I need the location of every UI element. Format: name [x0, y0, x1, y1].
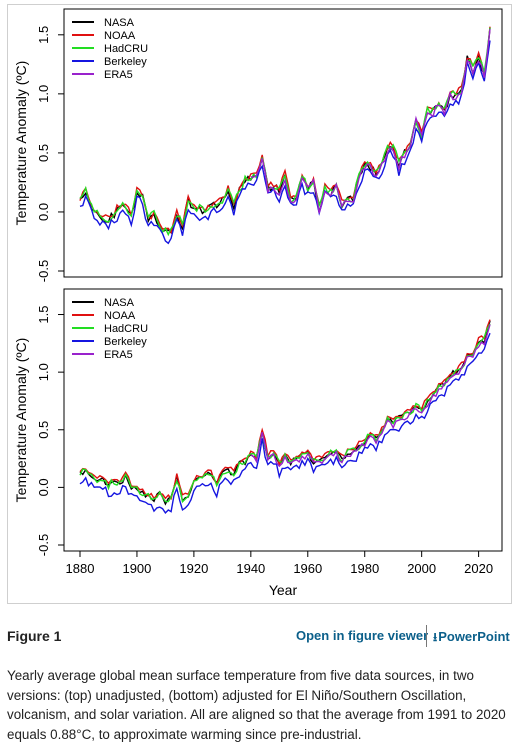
legend-label-nasa: NASA	[104, 297, 135, 309]
y-tick-label: 1.5	[36, 26, 51, 44]
y-tick-label: -0.5	[36, 260, 51, 282]
download-icon: ⭳	[433, 630, 438, 644]
x-tick-label: 2020	[464, 561, 493, 576]
powerpoint-download-link[interactable]: ⭳PowerPoint	[433, 628, 510, 649]
series-line-berkeley	[79, 332, 491, 514]
y-tick-label: 1.5	[36, 305, 51, 323]
y-tick-label: 1.0	[36, 85, 51, 103]
y-tick-label: 1.0	[36, 363, 51, 381]
legend-label-berkeley: Berkeley	[104, 336, 147, 348]
series-line-era5	[250, 29, 491, 214]
plot-box-1	[63, 8, 503, 278]
legend-label-era5: ERA5	[104, 69, 133, 81]
series-line-nasa	[79, 320, 491, 506]
plot-box-2	[63, 288, 503, 552]
powerpoint-label: PowerPoint	[438, 629, 510, 644]
series-line-hadcru	[79, 323, 491, 504]
y-axis-title: Temperature Anomaly (ºC)	[13, 338, 29, 503]
x-tick-label: 1960	[293, 561, 322, 576]
y-axis-title: Temperature Anomaly (ºC)	[13, 61, 29, 226]
y-tick-label: 0.5	[36, 421, 51, 439]
x-tick-label: 1920	[179, 561, 208, 576]
x-tick-label: 1980	[350, 561, 379, 576]
figure-frame: -0.5 0.0 0.5 1.0 1.5 Temperature Anomaly (ºC)…	[7, 4, 512, 604]
x-tick-label: 1940	[236, 561, 265, 576]
figure-label: Figure 1	[7, 628, 62, 644]
y-tick-label: -0.5	[36, 534, 51, 556]
legend-label-nasa: NASA	[104, 17, 135, 29]
x-tick-label: 2000	[407, 561, 436, 576]
y-tick-label: 0.0	[36, 478, 51, 496]
legend-label-hadcru: HadCRU	[104, 323, 148, 335]
temperature-anomaly-figure: -0.5 0.0 0.5 1.0 1.5 Temperature Anomaly (ºC)…	[13, 8, 503, 598]
legend-label-noaa: NOAA	[104, 310, 136, 322]
figure-caption: Yearly average global mean surface tempe…	[7, 668, 506, 742]
link-separator	[426, 625, 427, 647]
series-line-berkeley	[79, 40, 491, 245]
legend-label-era5: ERA5	[104, 349, 133, 361]
series-line-era5	[250, 324, 491, 468]
open-figure-viewer-link[interactable]: Open in figure viewer	[296, 628, 429, 643]
x-tick-label: 1900	[122, 561, 151, 576]
legend-label-noaa: NOAA	[104, 30, 136, 42]
y-tick-label: 0.5	[36, 144, 51, 162]
x-tick-label: 1880	[66, 561, 95, 576]
series-line-hadcru	[79, 27, 491, 237]
x-axis-title: Year	[269, 582, 298, 598]
y-tick-label: 0.0	[36, 203, 51, 221]
legend-label-hadcru: HadCRU	[104, 43, 148, 55]
legend-label-berkeley: Berkeley	[104, 56, 147, 68]
